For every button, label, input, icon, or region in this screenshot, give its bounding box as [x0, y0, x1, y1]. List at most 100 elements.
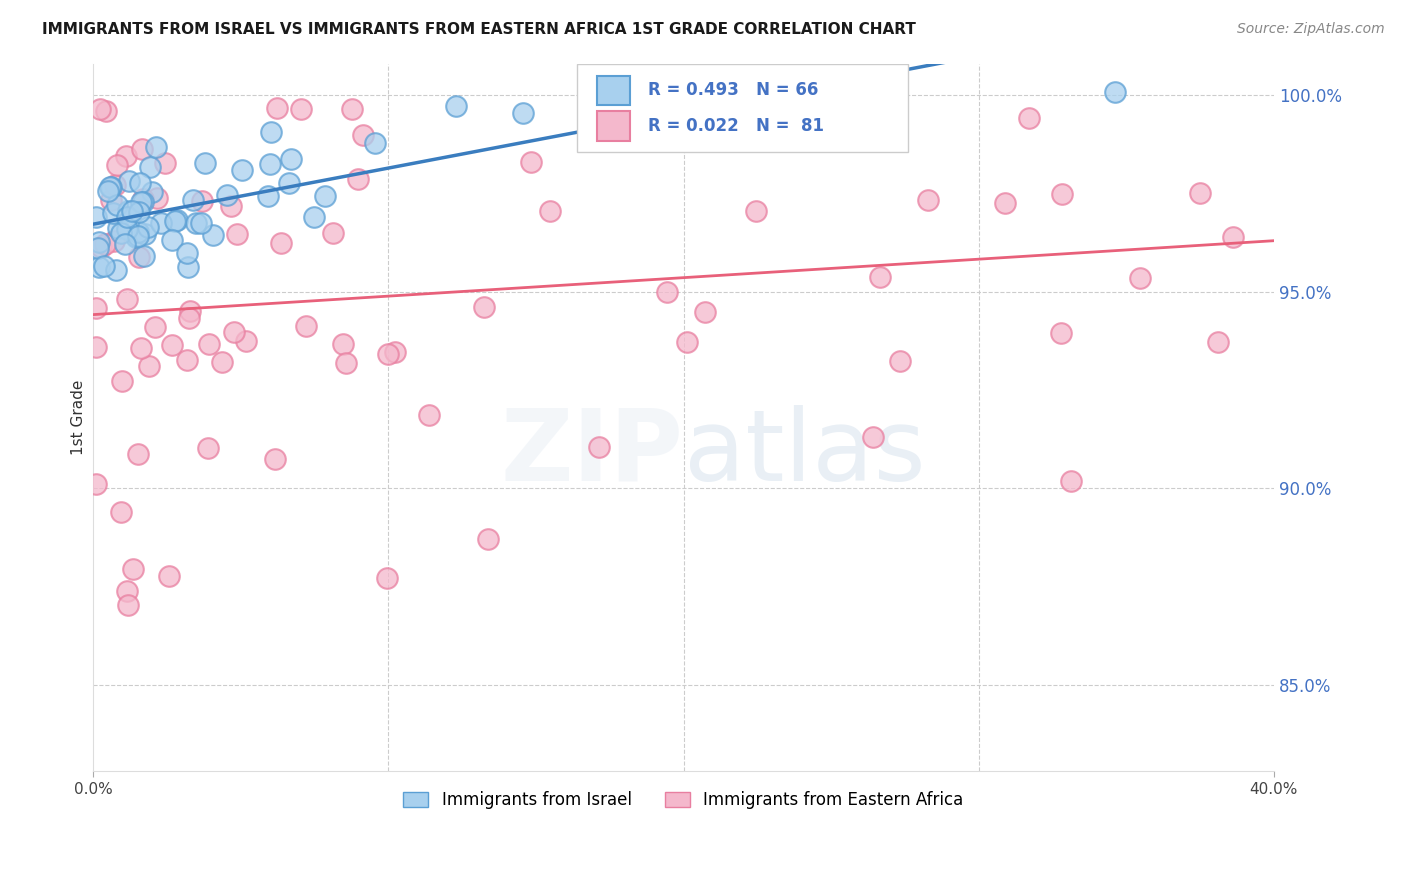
Point	[194, 156, 217, 170]
Point	[143, 320, 166, 334]
Point	[86, 301, 108, 316]
Point	[115, 292, 138, 306]
Point	[538, 204, 561, 219]
Point	[828, 87, 851, 101]
Text: Source: ZipAtlas.com: Source: ZipAtlas.com	[1237, 22, 1385, 37]
Point	[139, 160, 162, 174]
Point	[127, 228, 149, 243]
Point	[1060, 474, 1083, 488]
Point	[162, 337, 184, 351]
Point	[994, 195, 1017, 210]
Point	[98, 179, 121, 194]
Point	[676, 335, 699, 350]
Point	[129, 341, 152, 355]
Point	[100, 193, 122, 207]
Point	[375, 571, 398, 585]
Point	[117, 204, 139, 219]
Point	[810, 85, 832, 99]
Point	[153, 156, 176, 170]
Point	[128, 177, 150, 191]
Point	[132, 192, 155, 206]
Point	[879, 85, 901, 99]
Point	[87, 235, 110, 249]
Point	[257, 189, 280, 203]
Point	[869, 269, 891, 284]
Point	[97, 184, 120, 198]
Point	[655, 285, 678, 300]
Point	[105, 263, 128, 277]
Point	[87, 260, 110, 274]
Point	[93, 259, 115, 273]
Y-axis label: 1st Grade: 1st Grade	[72, 380, 86, 456]
Point	[134, 248, 156, 262]
Text: R = 0.493   N = 66: R = 0.493 N = 66	[648, 81, 818, 99]
Point	[179, 304, 201, 318]
Point	[107, 221, 129, 235]
Point	[377, 347, 399, 361]
Point	[231, 162, 253, 177]
Point	[100, 180, 122, 194]
Point	[181, 193, 204, 207]
Point	[1188, 186, 1211, 200]
Point	[477, 532, 499, 546]
Point	[87, 241, 110, 255]
Point	[84, 340, 107, 354]
Point	[332, 337, 354, 351]
Point	[149, 216, 172, 230]
Point	[270, 236, 292, 251]
Point	[1104, 85, 1126, 99]
Point	[588, 440, 610, 454]
Point	[1129, 271, 1152, 285]
Point	[176, 353, 198, 368]
Point	[176, 245, 198, 260]
Point	[163, 214, 186, 228]
Point	[1018, 111, 1040, 125]
Point	[103, 234, 125, 248]
Point	[862, 430, 884, 444]
Point	[202, 227, 225, 242]
Point	[278, 176, 301, 190]
Point	[1052, 187, 1074, 202]
Point	[94, 237, 117, 252]
Text: R = 0.022   N =  81: R = 0.022 N = 81	[648, 117, 824, 136]
Point	[127, 447, 149, 461]
Point	[346, 172, 368, 186]
Point	[177, 260, 200, 274]
Point	[117, 598, 139, 612]
Text: IMMIGRANTS FROM ISRAEL VS IMMIGRANTS FROM EASTERN AFRICA 1ST GRADE CORRELATION C: IMMIGRANTS FROM ISRAEL VS IMMIGRANTS FRO…	[42, 22, 917, 37]
Point	[616, 85, 638, 99]
Point	[335, 356, 357, 370]
Point	[855, 85, 877, 99]
Point	[280, 153, 302, 167]
Point	[89, 103, 111, 117]
Point	[889, 354, 911, 368]
Point	[104, 178, 127, 192]
Point	[384, 344, 406, 359]
FancyBboxPatch shape	[598, 76, 630, 105]
Point	[304, 210, 326, 224]
Point	[226, 227, 249, 241]
Point	[609, 85, 631, 99]
Point	[128, 250, 150, 264]
Point	[772, 85, 794, 99]
Point	[117, 174, 139, 188]
Point	[217, 188, 239, 202]
Point	[197, 337, 219, 351]
Point	[132, 194, 155, 209]
Point	[131, 142, 153, 156]
Point	[101, 206, 124, 220]
Point	[211, 355, 233, 369]
Text: atlas: atlas	[683, 405, 925, 501]
Point	[110, 506, 132, 520]
Point	[295, 318, 318, 333]
Point	[235, 334, 257, 349]
Point	[96, 104, 118, 119]
Point	[444, 99, 467, 113]
Point	[177, 310, 200, 325]
Point	[197, 441, 219, 455]
Point	[1206, 334, 1229, 349]
Point	[264, 451, 287, 466]
Point	[121, 562, 143, 576]
Point	[219, 199, 242, 213]
Point	[1049, 326, 1071, 340]
